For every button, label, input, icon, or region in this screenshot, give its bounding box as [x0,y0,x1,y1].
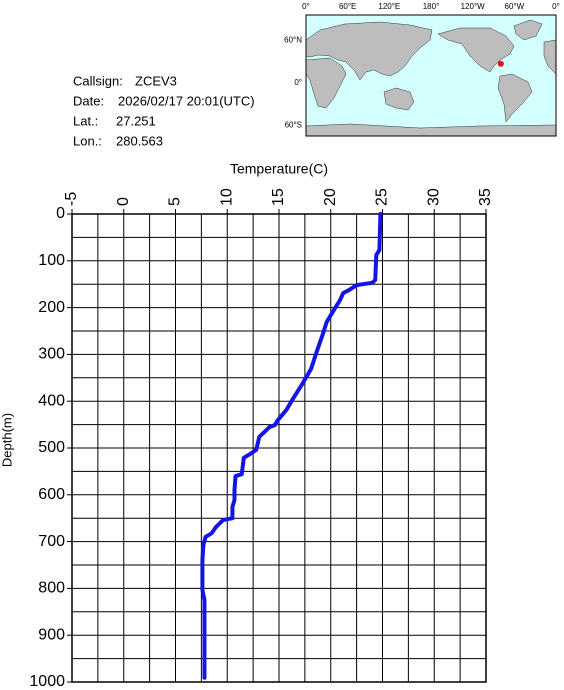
map-lon-label: 60°W [505,2,525,11]
lat-label: Lat.: [73,113,98,128]
lon: 280.563 [116,133,163,148]
station-marker [497,60,504,67]
map-lon-label: 0° [552,2,560,11]
x-tick-label: 15 [270,188,287,206]
date-label: Date: [73,93,104,108]
x-axis-label: Temperature(C) [230,161,328,177]
y-tick-label: 500 [38,439,65,456]
y-tick-label: 300 [38,346,65,363]
x-tick-label: 25 [374,188,391,206]
map-lon-label: 120°E [378,2,400,11]
x-tick-label: -5 [63,192,80,206]
y-tick-label: 800 [38,580,65,597]
map-lat-label: 60°S [285,121,302,130]
y-tick-label: 900 [38,626,65,643]
lat: 27.251 [116,113,156,128]
map-frame [305,14,557,137]
y-tick-label: 400 [38,392,65,409]
y-axis-label: Depth(m) [0,413,14,467]
land [305,19,557,137]
map-lon-label: 180° [423,2,440,11]
date: 2026/02/17 20:01(UTC) [118,93,255,108]
y-tick-label: 0 [56,205,65,222]
y-tick-label: 100 [38,252,65,269]
map [305,14,557,137]
profile-line [200,212,383,680]
x-tick-label: 5 [167,197,184,206]
map-lon-label: 60°E [339,2,356,11]
map-lat-label: 0° [294,78,302,87]
x-tick-label: 20 [322,188,339,206]
x-tick-label: 0 [115,197,132,206]
x-tick-label: 10 [218,188,235,206]
x-tick-label: 30 [425,188,442,206]
y-tick-label: 600 [38,486,65,503]
lon-label: Lon.: [73,133,102,148]
map-lon-label: 0° [302,2,310,11]
x-tick-label: 35 [477,188,494,206]
callsign-label: Callsign: [73,73,123,88]
callsign: ZCEV3 [135,73,177,88]
map-lat-label: 60°N [284,36,302,45]
y-tick-label: 1000 [29,673,65,690]
map-lon-label: 120°W [461,2,486,11]
y-tick-label: 200 [38,299,65,316]
y-tick-label: 700 [38,533,65,550]
